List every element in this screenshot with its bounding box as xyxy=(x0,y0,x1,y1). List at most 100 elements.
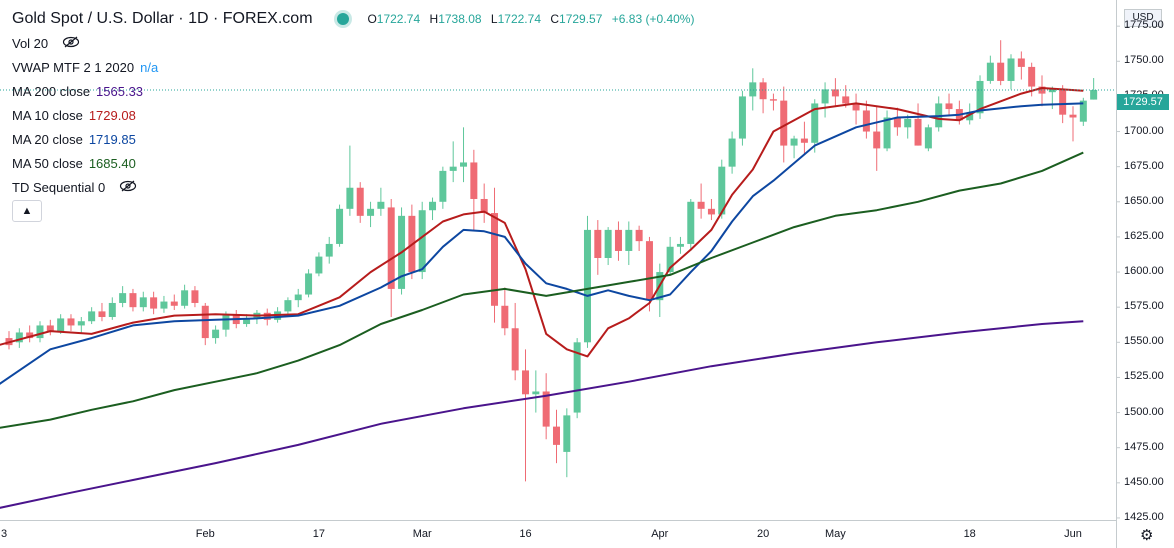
candle-body xyxy=(387,207,395,289)
candle-body xyxy=(170,301,178,306)
candle-body xyxy=(15,332,23,343)
indicator-row[interactable]: MA 20 close 1719.85 xyxy=(12,128,694,152)
y-tick-label: 1500.00 xyxy=(1124,405,1164,418)
candle-body xyxy=(36,325,44,339)
candle-body xyxy=(604,229,612,258)
x-tick-label: 18 xyxy=(963,528,976,540)
candle-body xyxy=(842,96,850,104)
candle-body xyxy=(997,62,1005,81)
candle-body xyxy=(707,208,715,215)
candle-body xyxy=(119,293,127,303)
gear-icon[interactable]: ⚙ xyxy=(1140,527,1154,544)
candle-body xyxy=(759,82,767,100)
candle-body xyxy=(429,201,437,211)
candle-body xyxy=(1059,89,1067,115)
legend: Gold Spot / U.S. Dollar · 1D · FOREX.com… xyxy=(12,8,694,200)
candle-body xyxy=(738,96,746,139)
indicator-value: 1729.08 xyxy=(88,108,136,123)
candle-body xyxy=(666,246,674,273)
change-value: +6.83 (+0.40%) xyxy=(611,12,695,26)
legend-title-row: Gold Spot / U.S. Dollar · 1D · FOREX.com… xyxy=(12,8,694,30)
candle-body xyxy=(346,187,354,209)
candle-body xyxy=(470,162,478,199)
indicator-value: 1719.85 xyxy=(88,132,136,147)
ma-10-close-line xyxy=(0,87,1084,358)
candle-body xyxy=(294,294,302,301)
candle-body xyxy=(769,99,777,101)
candle-body xyxy=(862,110,870,132)
candle-body xyxy=(976,80,984,114)
candle-body xyxy=(676,243,684,247)
candle-body xyxy=(687,201,695,244)
candle-body xyxy=(697,201,705,209)
candle-body xyxy=(1079,100,1087,122)
symbol-title[interactable]: Gold Spot / U.S. Dollar · 1D · FOREX.com xyxy=(12,10,313,27)
y-tick-label: 1700.00 xyxy=(1124,124,1164,137)
candle-body xyxy=(356,187,364,216)
candle-body xyxy=(583,229,591,343)
candle-body xyxy=(449,166,457,171)
candle-body xyxy=(480,198,488,214)
candle-body xyxy=(645,241,653,301)
currency-badge[interactable]: USD xyxy=(1124,9,1162,27)
indicator-name: MA 50 close xyxy=(12,156,83,171)
y-tick-label: 1525.00 xyxy=(1124,370,1164,383)
candle-body xyxy=(26,332,34,339)
eye-off-icon[interactable] xyxy=(62,32,80,56)
candle-body xyxy=(243,318,251,325)
y-tick-label: 1575.00 xyxy=(1124,300,1164,313)
candle-body xyxy=(728,138,736,167)
indicator-row[interactable]: MA 50 close 1685.40 xyxy=(12,152,694,176)
close-label: C xyxy=(550,12,560,26)
x-tick-label: May xyxy=(825,528,846,540)
y-tick-label: 1425.00 xyxy=(1124,510,1164,523)
candle-body xyxy=(460,162,468,167)
indicator-row[interactable]: TD Sequential 0 xyxy=(12,176,694,200)
candle-body xyxy=(160,301,168,309)
candle-body xyxy=(46,325,54,332)
candle-body xyxy=(821,89,829,104)
candle-body xyxy=(57,318,65,332)
x-tick-label: Feb xyxy=(195,528,215,540)
candle-body xyxy=(749,82,757,97)
eye-off-icon[interactable] xyxy=(119,176,137,200)
candle-body xyxy=(1069,114,1077,118)
indicator-name: MA 10 close xyxy=(12,108,83,123)
candle-body xyxy=(563,415,571,452)
collapse-legend-button[interactable]: ▲ xyxy=(12,200,42,222)
candle-body xyxy=(883,117,891,149)
ma-50-close-line xyxy=(0,151,1084,429)
candle-body xyxy=(98,311,106,318)
candle-body xyxy=(418,210,426,273)
live-dot-icon xyxy=(336,12,349,25)
indicator-row[interactable]: MA 200 close 1565.33 xyxy=(12,80,694,104)
indicator-row[interactable]: Vol 20 xyxy=(12,32,694,56)
low-value: 1722.74 xyxy=(497,12,541,26)
candle-body xyxy=(263,312,271,320)
candle-body xyxy=(625,229,633,251)
last-price-badge: 1729.57 xyxy=(1117,94,1169,110)
candle-body xyxy=(108,302,116,318)
open-label: O xyxy=(367,12,377,26)
indicator-row[interactable]: VWAP MTF 2 1 2020 n/a xyxy=(12,56,694,80)
candle-body xyxy=(790,138,798,146)
candle-body xyxy=(594,229,602,258)
candle-body xyxy=(522,370,529,395)
candle-body xyxy=(191,290,199,303)
candle-body xyxy=(986,62,994,81)
close-value: 1729.57 xyxy=(559,12,603,26)
candle-body xyxy=(501,305,509,329)
y-tick-label: 1625.00 xyxy=(1124,229,1164,242)
x-tick-label: 20 xyxy=(756,528,770,540)
y-tick-label: 1550.00 xyxy=(1124,335,1164,348)
indicator-row[interactable]: MA 10 close 1729.08 xyxy=(12,104,694,128)
y-tick-label: 1650.00 xyxy=(1124,194,1164,207)
candle-body xyxy=(367,208,375,216)
candle-body xyxy=(88,311,96,322)
ma-200-close-line xyxy=(0,320,1084,509)
y-tick-label: 1750.00 xyxy=(1124,54,1164,67)
candle-body xyxy=(945,103,953,110)
candle-body xyxy=(1017,58,1025,67)
x-tick-label: 3 xyxy=(0,528,8,540)
